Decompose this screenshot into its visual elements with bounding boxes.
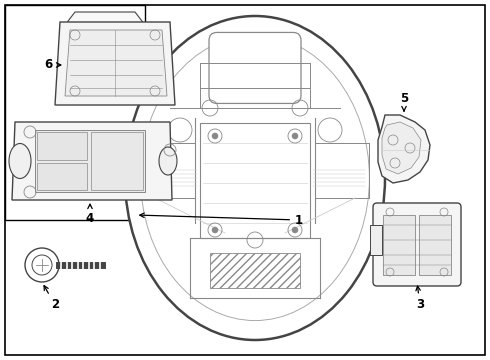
Polygon shape bbox=[65, 30, 167, 96]
Ellipse shape bbox=[159, 147, 177, 175]
Text: 2: 2 bbox=[44, 285, 59, 311]
Bar bbox=[370, 225, 382, 255]
Bar bbox=[200, 123, 310, 238]
Polygon shape bbox=[65, 12, 145, 25]
Bar bbox=[383, 215, 415, 275]
Text: 1: 1 bbox=[140, 213, 303, 226]
Ellipse shape bbox=[125, 16, 385, 340]
Bar bbox=[419, 215, 451, 275]
Bar bbox=[37, 163, 87, 190]
Circle shape bbox=[292, 133, 298, 139]
Text: 3: 3 bbox=[416, 286, 424, 311]
Polygon shape bbox=[55, 22, 175, 105]
Circle shape bbox=[212, 227, 218, 233]
Ellipse shape bbox=[9, 144, 31, 179]
Bar bbox=[210, 253, 300, 288]
Circle shape bbox=[212, 133, 218, 139]
FancyBboxPatch shape bbox=[373, 203, 461, 286]
Polygon shape bbox=[378, 115, 430, 183]
Bar bbox=[35, 130, 145, 192]
Bar bbox=[91, 132, 143, 190]
Text: 5: 5 bbox=[400, 91, 408, 111]
Bar bbox=[37, 132, 87, 160]
FancyBboxPatch shape bbox=[209, 32, 301, 103]
Text: 4: 4 bbox=[86, 204, 94, 225]
Polygon shape bbox=[12, 122, 172, 200]
Polygon shape bbox=[382, 122, 421, 174]
Bar bbox=[5, 5, 145, 220]
Circle shape bbox=[292, 227, 298, 233]
Text: 6: 6 bbox=[44, 58, 61, 72]
